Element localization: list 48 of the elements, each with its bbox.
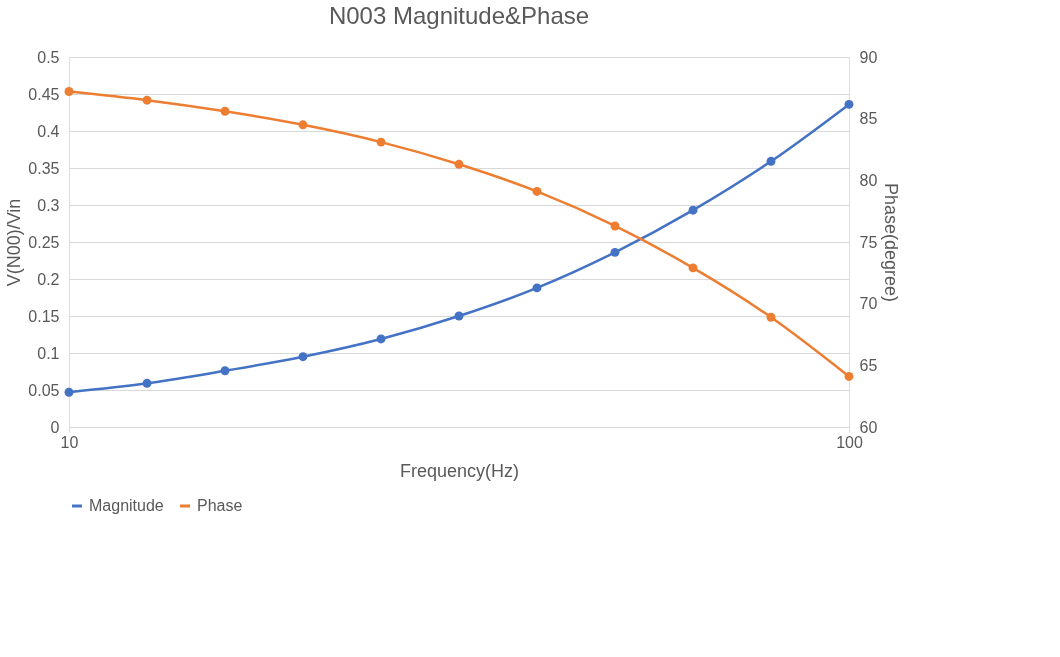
y-tick-label: 0.5 <box>37 48 60 66</box>
legend-label: Phase <box>197 497 243 514</box>
point <box>688 205 698 215</box>
y2-tick-label: 75 <box>859 233 878 251</box>
y2-tick-label: 65 <box>859 356 878 374</box>
point <box>376 137 386 147</box>
point <box>688 263 698 273</box>
x-tick-label: 100 <box>836 433 863 451</box>
chart-title: N003 Magnitude&Phase <box>328 2 590 29</box>
y-tick-label: 0.4 <box>37 122 60 140</box>
point <box>532 283 542 293</box>
y2-axis-title: Phase(degree) <box>881 182 902 303</box>
point <box>220 366 230 376</box>
y-tick-label: 0.2 <box>37 270 60 288</box>
y-tick-label: 0.15 <box>28 307 60 325</box>
y-tick-label: 0 <box>50 418 60 436</box>
y-tick-label: 0.3 <box>37 196 60 214</box>
point <box>142 378 152 388</box>
point <box>610 247 620 257</box>
y-tick-label: 0.1 <box>37 344 60 362</box>
legend-label: Magnitude <box>89 497 164 514</box>
y2-tick-label: 60 <box>859 418 878 436</box>
y-tick-label: 0.05 <box>28 381 60 399</box>
y-tick-label: 0.35 <box>28 159 60 177</box>
point <box>64 387 74 397</box>
point <box>298 352 308 362</box>
point <box>844 99 854 109</box>
point <box>766 312 776 322</box>
y-tick-label: 0.45 <box>28 85 60 103</box>
y-axis-title: V(N00)/Vin <box>4 198 25 287</box>
x-axis-title: Frequency(Hz) <box>399 460 520 481</box>
y2-tick-label: 80 <box>859 171 878 189</box>
y2-tick-label: 85 <box>859 110 878 128</box>
point <box>454 311 464 321</box>
point <box>610 221 620 231</box>
point <box>766 156 776 166</box>
point <box>454 159 464 169</box>
point <box>376 334 386 344</box>
point <box>844 371 854 381</box>
point <box>142 95 152 105</box>
x-tick-label: 10 <box>60 433 79 451</box>
point <box>532 186 542 196</box>
y-tick-label: 0.25 <box>28 233 60 251</box>
point <box>220 106 230 116</box>
y2-tick-label: 70 <box>859 295 878 313</box>
point <box>64 87 74 96</box>
point <box>298 120 308 130</box>
y2-tick-label: 90 <box>859 48 878 66</box>
